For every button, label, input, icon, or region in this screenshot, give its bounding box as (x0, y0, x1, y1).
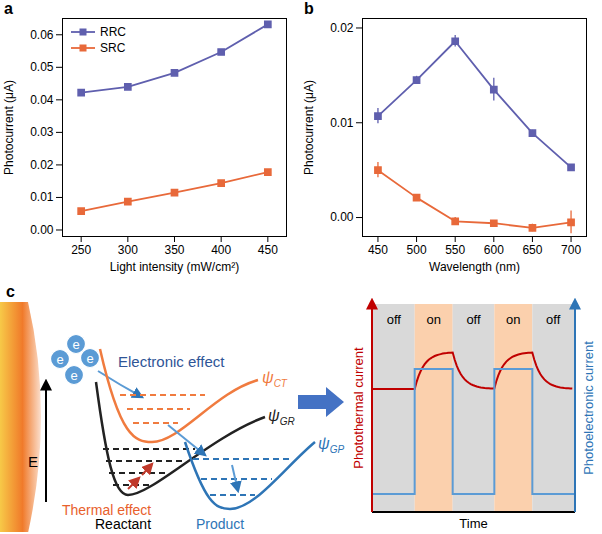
svg-text:350: 350 (164, 243, 184, 257)
svg-text:Light intensity (mW/cm²): Light intensity (mW/cm²) (110, 260, 239, 274)
svg-text:ψGR: ψGR (268, 407, 295, 427)
svg-text:e: e (70, 368, 77, 383)
svg-text:Wavelength (nm): Wavelength (nm) (429, 260, 520, 274)
svg-text:Photoelectronic current: Photoelectronic current (581, 341, 596, 475)
svg-text:700: 700 (561, 243, 581, 257)
svg-text:Photothermal current: Photothermal current (351, 347, 366, 469)
svg-text:0.02: 0.02 (30, 158, 54, 172)
html-text:RRC: RRC (100, 25, 126, 39)
html-text:b: b (304, 0, 314, 17)
svg-text:450: 450 (258, 243, 278, 257)
svg-text:on: on (426, 312, 440, 327)
html-text:a: a (4, 0, 13, 17)
svg-text:Thermal effect: Thermal effect (62, 502, 152, 518)
svg-text:off: off (387, 312, 402, 327)
svg-text:e: e (86, 351, 93, 366)
svg-text:0.01: 0.01 (330, 116, 354, 130)
svg-text:0.00: 0.00 (330, 210, 354, 224)
svg-text:ψCT: ψCT (262, 369, 288, 389)
svg-text:0.02: 0.02 (330, 21, 354, 35)
svg-text:300: 300 (118, 243, 138, 257)
svg-text:Product: Product (196, 516, 244, 532)
svg-text:ψGP: ψGP (318, 435, 344, 455)
svg-text:0.06: 0.06 (30, 28, 54, 42)
svg-text:e: e (56, 352, 63, 367)
svg-text:off: off (546, 312, 561, 327)
svg-text:500: 500 (407, 243, 427, 257)
svg-text:550: 550 (445, 243, 465, 257)
svg-text:Time: Time (459, 516, 487, 531)
svg-text:on: on (506, 312, 520, 327)
svg-text:650: 650 (522, 243, 542, 257)
svg-text:Photocurrent (μA): Photocurrent (μA) (2, 80, 16, 175)
svg-text:Reactant: Reactant (95, 516, 151, 532)
svg-text:e: e (72, 337, 79, 352)
svg-text:400: 400 (211, 243, 231, 257)
svg-text:250: 250 (71, 243, 91, 257)
html-text:SRC: SRC (100, 41, 126, 55)
svg-text:off: off (466, 312, 481, 327)
svg-text:0.04: 0.04 (30, 93, 54, 107)
svg-text:600: 600 (484, 243, 504, 257)
svg-text:c: c (6, 283, 15, 300)
svg-text:Electronic effect: Electronic effect (118, 353, 225, 370)
svg-text:E: E (28, 453, 38, 470)
svg-text:0.05: 0.05 (30, 60, 54, 74)
svg-text:0.03: 0.03 (30, 125, 54, 139)
svg-text:450: 450 (368, 243, 388, 257)
svg-text:Photocurrent (μA): Photocurrent (μA) (302, 80, 316, 175)
svg-text:0.01: 0.01 (30, 190, 54, 204)
svg-text:0.00: 0.00 (30, 223, 54, 237)
